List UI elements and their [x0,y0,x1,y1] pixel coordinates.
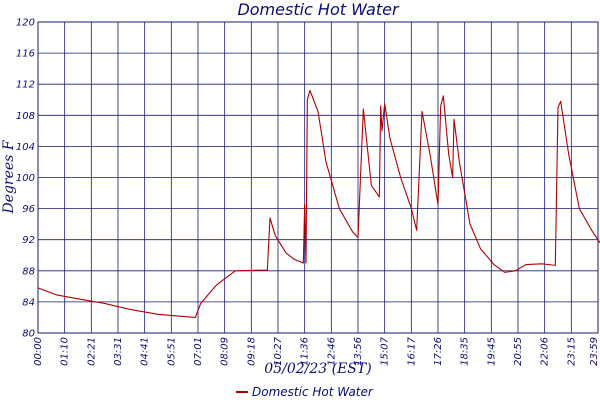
x-tick-label: 19:45 [486,337,497,366]
y-tick-label: 92 [22,235,35,246]
x-tick-label: 18:35 [460,337,471,366]
x-tick-label: 00:00 [33,337,44,366]
x-tick-label: 22:06 [540,337,551,366]
grid [37,21,599,334]
y-tick-label: 96 [22,204,35,215]
x-tick-label: 12:46 [326,337,337,366]
x-axis-label: 05/02/23 (EST) [264,361,371,377]
x-tick-label: 09:18 [246,337,257,366]
chart-title: Domestic Hot Water [237,0,400,19]
series-line-domestic-hot-water [37,89,600,319]
x-tick-label: 17:26 [433,337,444,366]
y-axis-label: Degrees F [1,139,17,214]
y-tick-label: 88 [22,266,35,277]
y-tick-label: 108 [16,111,35,122]
x-tick-label: 11:36 [300,337,311,366]
y-tick-label: 104 [16,142,35,153]
x-tick-label: 02:21 [86,337,97,366]
x-tick-label: 07:01 [193,337,204,366]
x-tick-label: 15:07 [380,336,391,365]
x-tick-label: 05:51 [166,337,177,366]
x-tick-label: 01:10 [60,337,71,366]
x-tick-label: 03:31 [113,337,124,366]
x-axis-ticks: 00:00 01:10 02:21 03:31 04:41 05:51 07:01 08:09… [33,336,600,365]
x-tick-label: 20:55 [513,337,524,366]
y-tick-label: 120 [16,18,35,29]
x-tick-label: 23:15 [566,337,577,366]
x-tick-label: 10:27 [273,336,284,365]
series-layer [37,89,600,319]
x-tick-label: 16:17 [406,336,417,365]
y-tick-label: 112 [16,80,35,91]
x-tick-label: 23:59 [589,337,600,366]
y-tick-label: 84 [22,297,35,308]
legend: Domestic Hot Water [236,385,374,399]
y-tick-label: 116 [16,49,35,60]
y-tick-label: 80 [22,329,35,340]
x-tick-label: 13:56 [353,337,364,366]
x-tick-label: 08:09 [220,337,231,366]
y-axis-ticks: 80 84 88 92 96 100 104 108 112 116 120 [16,18,35,340]
legend-label: Domestic Hot Water [252,385,374,399]
y-tick-label: 100 [16,173,35,184]
x-tick-label: 04:41 [140,337,151,366]
